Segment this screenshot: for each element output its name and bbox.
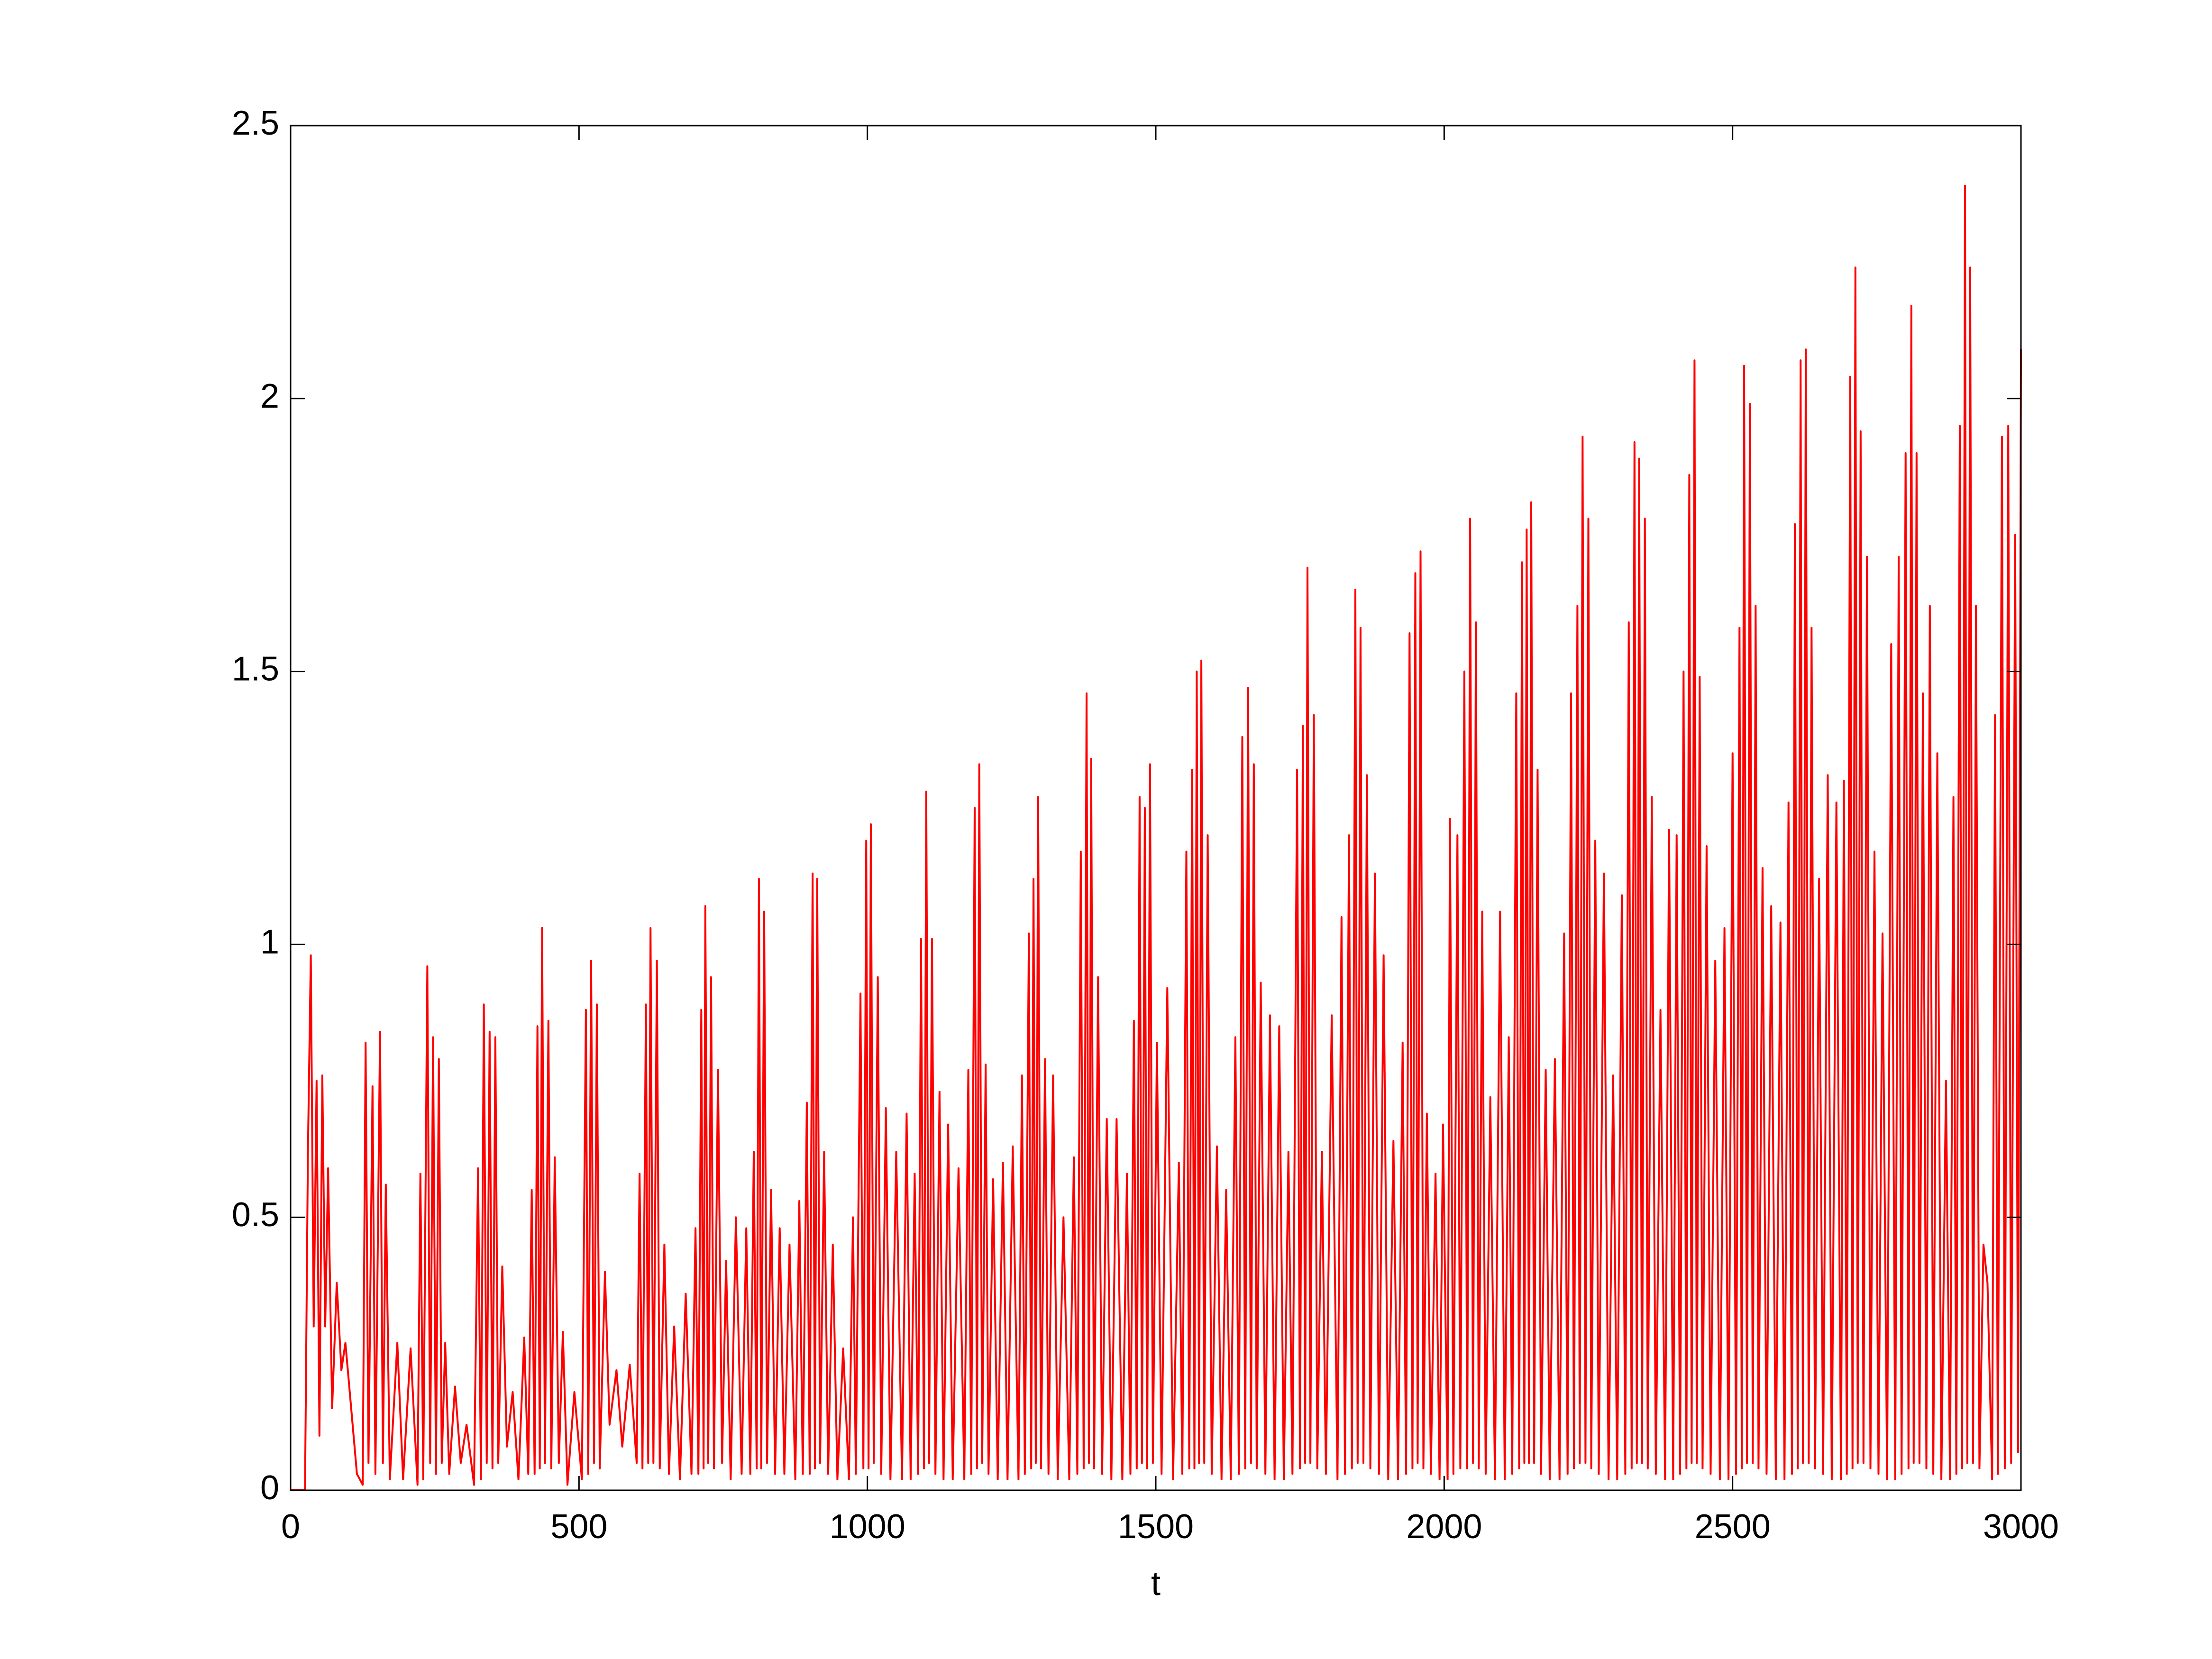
x-tick-label: 500 bbox=[550, 1508, 607, 1546]
y-tick-label: 2 bbox=[260, 377, 279, 415]
x-tick-label: 1500 bbox=[1118, 1508, 1194, 1546]
x-tick-label: 0 bbox=[281, 1508, 300, 1546]
x-tick-label: 3000 bbox=[1983, 1508, 2059, 1546]
y-tick-label: 1 bbox=[260, 923, 279, 961]
y-tick-label: 1.5 bbox=[232, 650, 279, 688]
x-tick-label: 2000 bbox=[1406, 1508, 1482, 1546]
x-axis-label: t bbox=[1151, 1565, 1161, 1603]
y-tick-label: 2.5 bbox=[232, 104, 279, 142]
x-tick-label: 1000 bbox=[830, 1508, 905, 1546]
x-tick-label: 2500 bbox=[1695, 1508, 1771, 1546]
data-line bbox=[291, 184, 2022, 1491]
y-tick-label: 0 bbox=[260, 1469, 279, 1507]
y-tick-label: 0.5 bbox=[232, 1196, 279, 1234]
